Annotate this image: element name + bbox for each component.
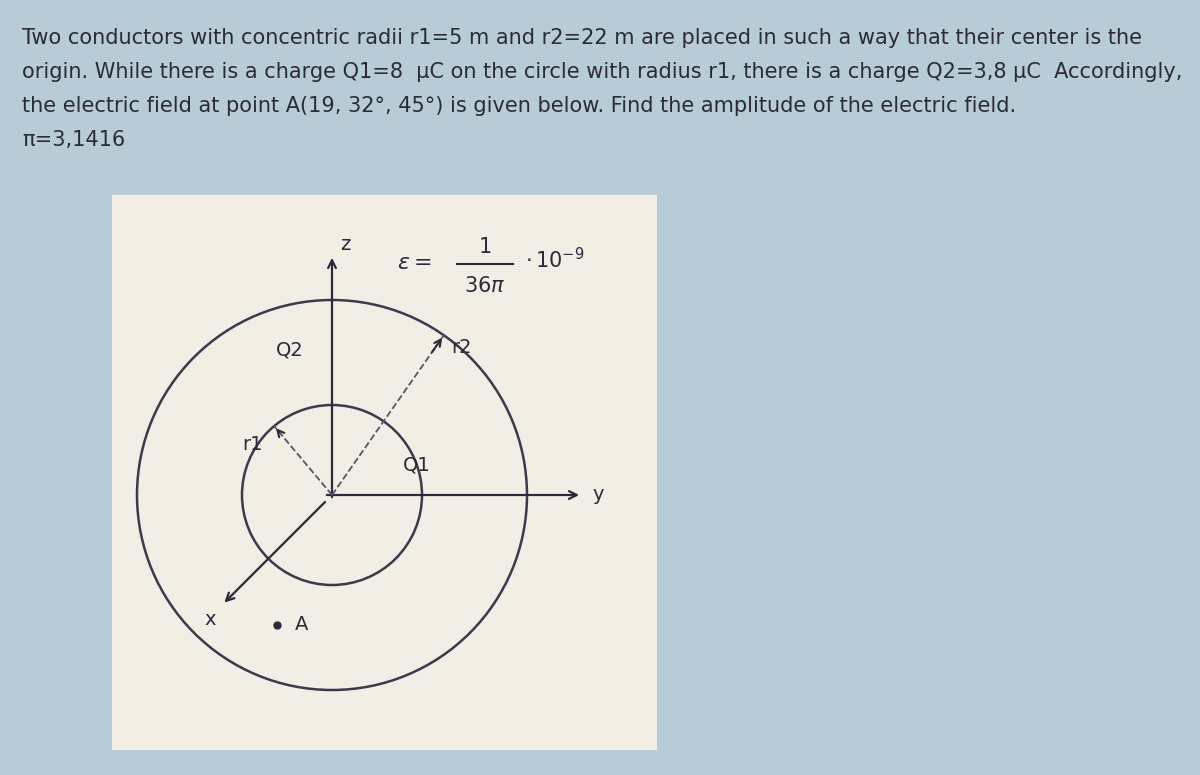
Text: the electric field at point A(19, 32°, 45°) is given below. Find the amplitude o: the electric field at point A(19, 32°, 4… xyxy=(22,96,1016,116)
Text: $36\pi$: $36\pi$ xyxy=(464,276,505,296)
Text: Q1: Q1 xyxy=(403,456,431,474)
Text: z: z xyxy=(340,236,350,254)
Text: x: x xyxy=(205,610,216,629)
Text: Two conductors with concentric radii r1=5 m and r2=22 m are placed in such a way: Two conductors with concentric radii r1=… xyxy=(22,28,1142,48)
Text: 1: 1 xyxy=(479,237,492,257)
Bar xyxy=(112,195,658,750)
Text: Q2: Q2 xyxy=(276,340,304,360)
Text: r1: r1 xyxy=(242,435,263,453)
Text: $\cdot\,10^{-9}$: $\cdot\,10^{-9}$ xyxy=(526,247,584,273)
Text: $\epsilon=$: $\epsilon=$ xyxy=(397,253,432,273)
Text: y: y xyxy=(592,485,604,505)
Text: π=3,1416: π=3,1416 xyxy=(22,130,125,150)
Text: A: A xyxy=(295,615,308,635)
Text: origin. While there is a charge Q1=8  μC on the circle with radius r1, there is : origin. While there is a charge Q1=8 μC … xyxy=(22,62,1182,82)
Text: r2: r2 xyxy=(451,338,472,356)
